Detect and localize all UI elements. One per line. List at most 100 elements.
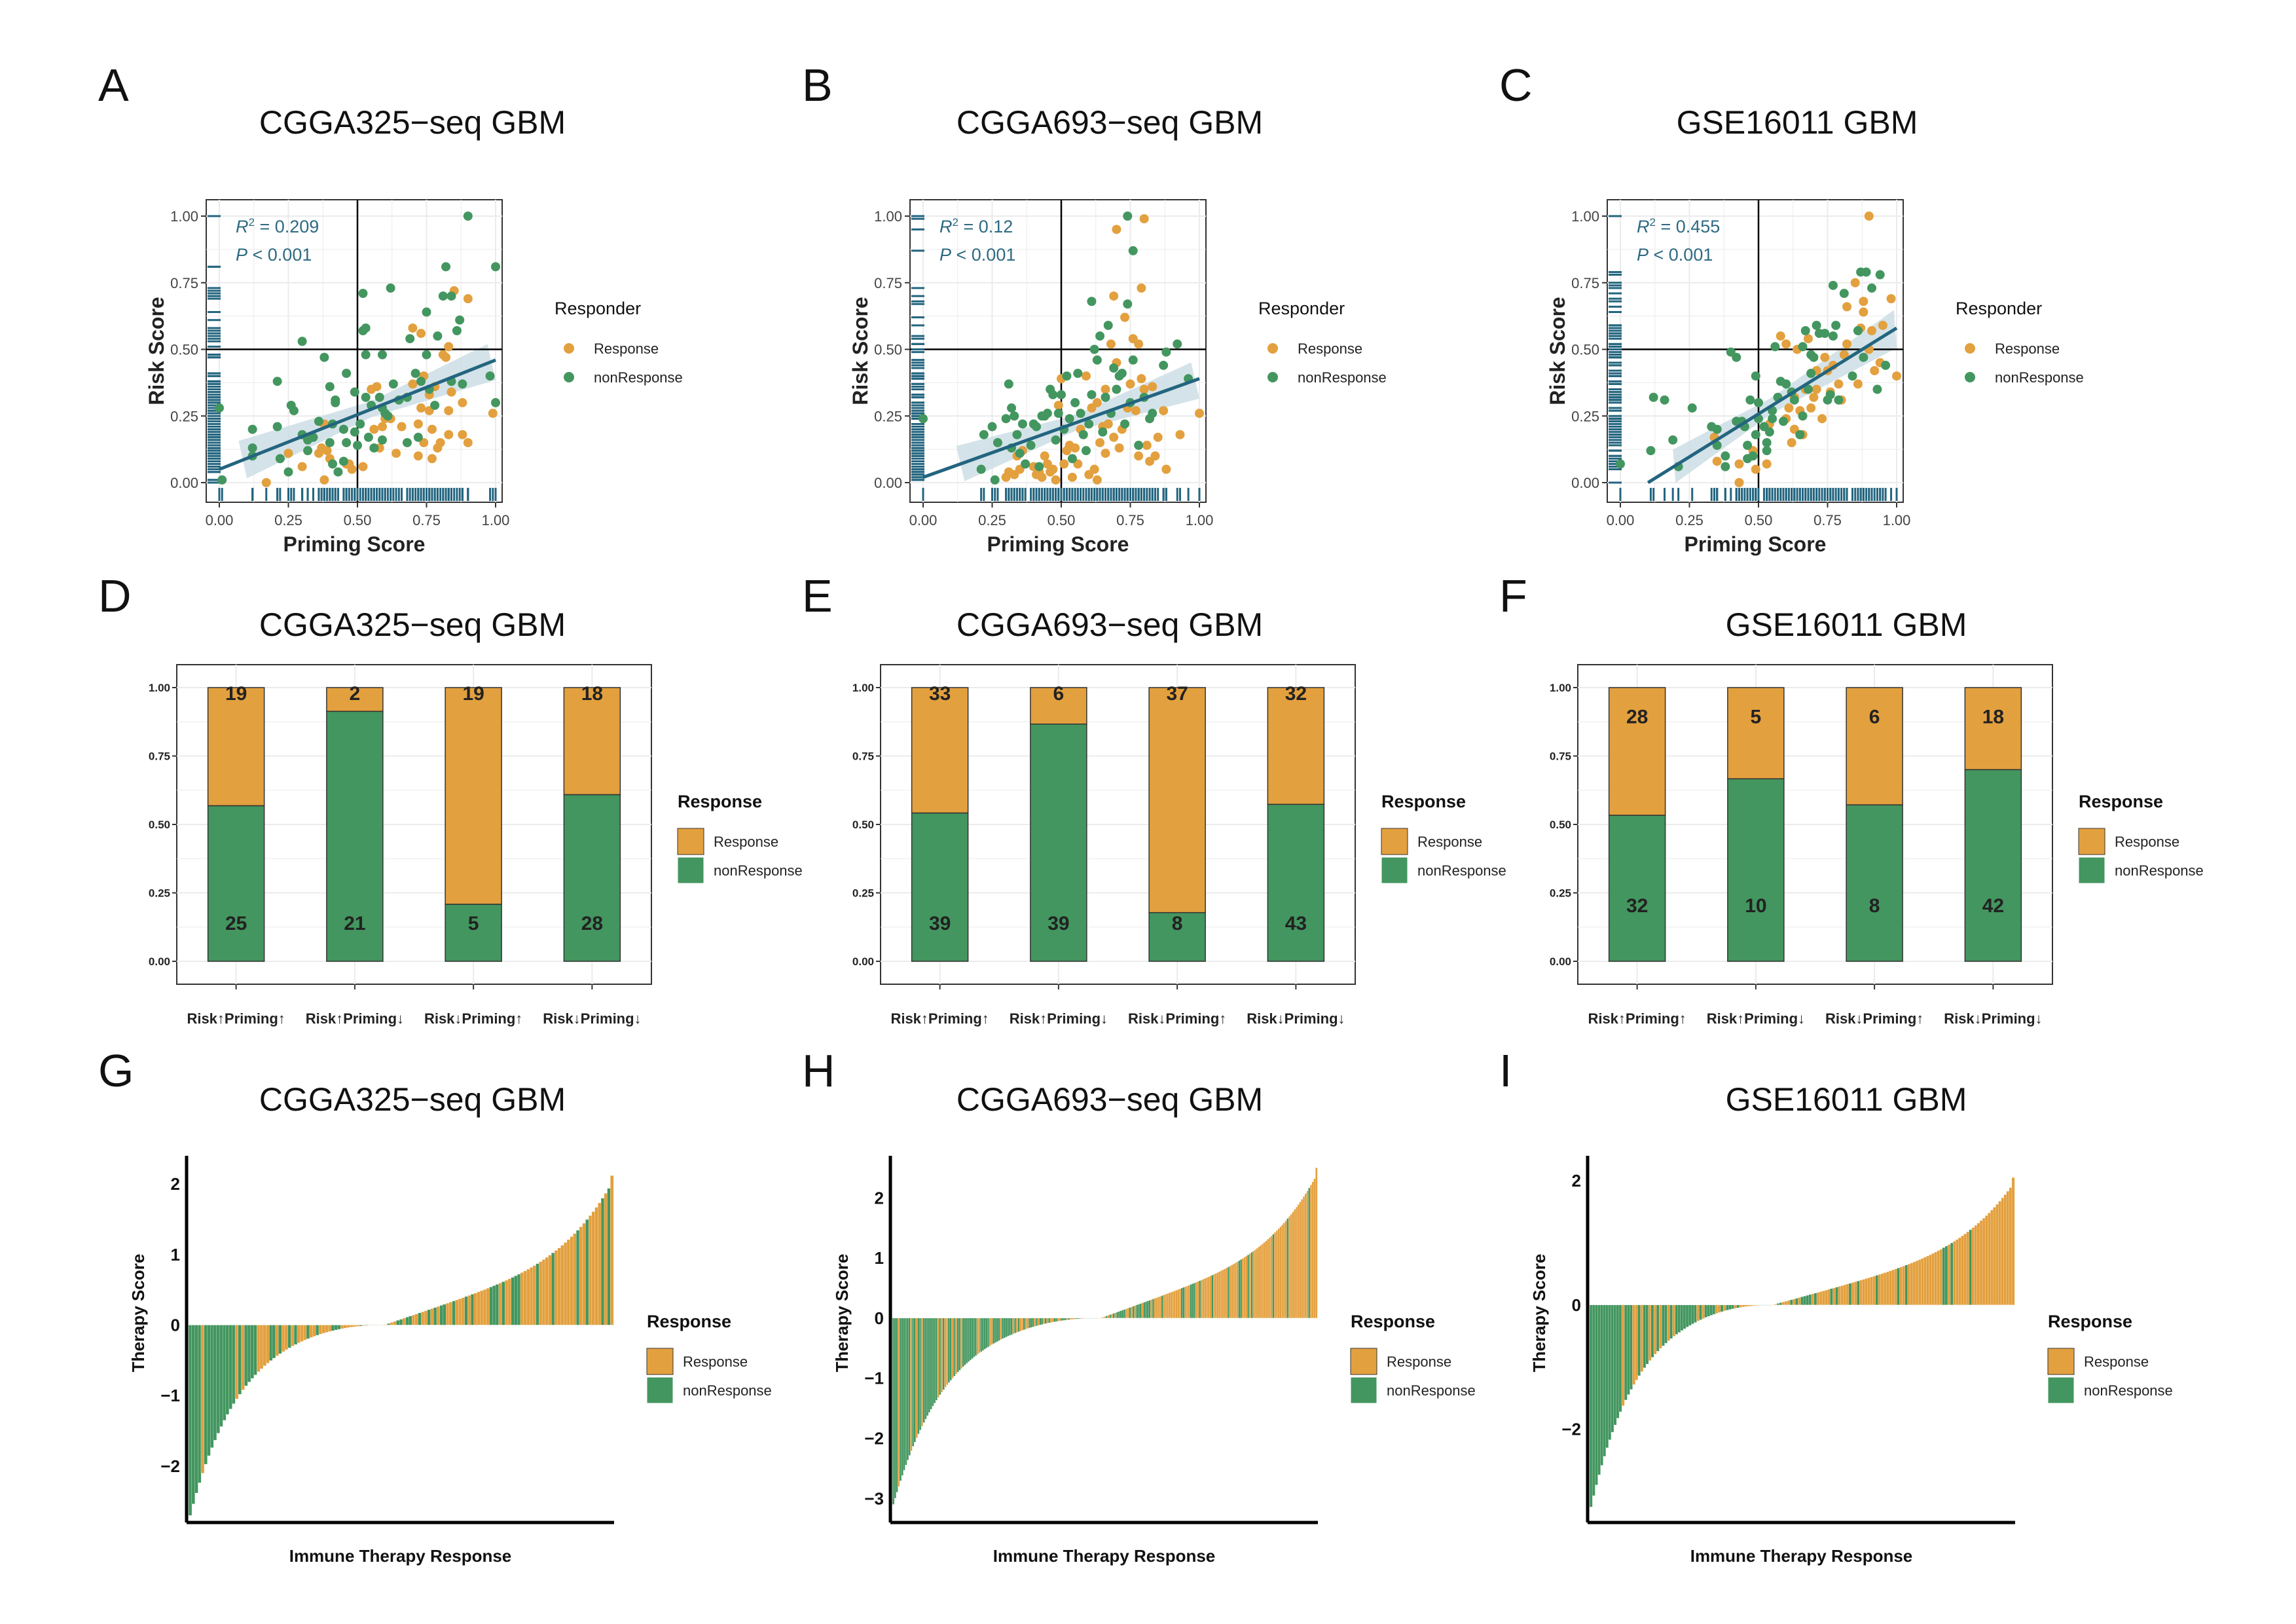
legend-key-response <box>677 828 704 855</box>
point-nonresponse <box>1073 369 1083 378</box>
data-label-response: 32 <box>1285 683 1307 705</box>
waterfall-bar <box>1688 1304 1692 1326</box>
waterfall-bar <box>1041 1318 1044 1325</box>
waterfall-bar <box>1889 1270 1892 1305</box>
point-nonresponse <box>325 437 335 447</box>
waterfall-bar <box>1105 1316 1108 1319</box>
waterfall-bar <box>309 1325 313 1338</box>
panel-label: D <box>98 570 132 621</box>
y-tick-label: 0.25 <box>170 408 198 424</box>
waterfall-bar <box>1281 1225 1284 1319</box>
waterfall-bar <box>1254 1249 1257 1319</box>
data-label-nonresponse: 21 <box>344 913 365 934</box>
point-response <box>261 478 271 487</box>
x-tick-label: Risk↓Priming↑ <box>1128 1010 1226 1027</box>
waterfall-bar <box>1229 1265 1232 1319</box>
waterfall-bar <box>1098 1318 1101 1319</box>
waterfall-bar <box>1062 1318 1065 1321</box>
waterfall-bar <box>1608 1304 1612 1440</box>
legend-title: Responder <box>1956 299 2042 318</box>
y-tick-label: −1 <box>864 1369 884 1388</box>
data-label-nonresponse: 8 <box>1869 895 1880 917</box>
point-nonresponse <box>338 456 348 466</box>
point-nonresponse <box>1853 326 1863 336</box>
point-nonresponse <box>405 334 415 344</box>
waterfall-bar <box>1136 1304 1139 1319</box>
point-nonresponse <box>1148 409 1157 418</box>
point-nonresponse <box>1795 430 1805 439</box>
point-nonresponse <box>1803 384 1813 394</box>
waterfall-bar <box>204 1325 208 1465</box>
waterfall-bar <box>962 1318 964 1367</box>
waterfall-bar <box>328 1325 332 1332</box>
waterfall-bar <box>1231 1264 1233 1319</box>
point-response <box>377 422 387 432</box>
waterfall-bar <box>1157 1297 1160 1319</box>
point-nonresponse <box>1798 411 1808 421</box>
legend-key-response <box>564 343 574 354</box>
data-label-response: 2 <box>350 683 361 705</box>
legend-label: nonResponse <box>594 369 683 386</box>
legend-label: Response <box>683 1354 748 1370</box>
panel-title: GSE16011 GBM <box>1676 104 1918 141</box>
waterfall-bar <box>1197 1281 1199 1319</box>
point-nonresponse <box>1128 246 1138 255</box>
point-response <box>369 424 379 434</box>
waterfall-bar <box>1073 1318 1076 1320</box>
waterfall-bar <box>1707 1304 1711 1317</box>
waterfall-bar <box>1859 1280 1863 1305</box>
waterfall-bar <box>1950 1242 1954 1305</box>
waterfall-bar <box>932 1318 934 1407</box>
legend-key-nonresponse <box>677 857 704 884</box>
waterfall-bar <box>1066 1318 1068 1320</box>
waterfall-bar <box>448 1302 453 1325</box>
y-tick-label: −1 <box>160 1386 180 1405</box>
waterfall-bar <box>1702 1304 1705 1319</box>
point-response <box>1864 212 1874 221</box>
point-response <box>458 397 467 407</box>
y-tick-label: −3 <box>864 1488 884 1508</box>
point-nonresponse <box>319 352 329 362</box>
waterfall-bar <box>1784 1301 1788 1305</box>
point-response <box>1139 214 1149 224</box>
waterfall-bar <box>1313 1178 1316 1319</box>
waterfall-bar <box>443 1304 446 1325</box>
waterfall-bar <box>1613 1304 1617 1426</box>
point-nonresponse <box>1764 427 1774 437</box>
legend-key-nonresponse <box>1965 372 1975 382</box>
y-axis-label: Therapy Score <box>128 1254 148 1373</box>
point-response <box>1859 297 1868 306</box>
waterfall-bar <box>266 1325 270 1363</box>
waterfall-bar <box>2009 1187 2013 1305</box>
waterfall-bar <box>1800 1297 1804 1305</box>
point-nonresponse <box>328 459 338 469</box>
waterfall-bar <box>1640 1304 1644 1372</box>
point-nonresponse <box>1087 390 1097 399</box>
point-response <box>488 409 498 418</box>
waterfall-bar <box>1643 1304 1647 1368</box>
point-nonresponse <box>1809 352 1819 362</box>
waterfall-bar <box>355 1325 359 1327</box>
waterfall-bar <box>1226 1267 1228 1319</box>
waterfall-bar <box>892 1318 895 1505</box>
point-response <box>1867 326 1877 336</box>
waterfall-bar <box>915 1318 918 1439</box>
legend-label: Response <box>1995 341 2060 357</box>
point-nonresponse <box>217 475 227 485</box>
waterfall-bar <box>340 1325 344 1329</box>
x-tick-label: Risk↑Priming↑ <box>1588 1010 1686 1027</box>
waterfall-bar <box>1944 1246 1948 1305</box>
point-response <box>1886 294 1896 304</box>
point-nonresponse <box>331 397 340 407</box>
y-tick-label: −2 <box>160 1456 180 1476</box>
point-response <box>1892 371 1901 381</box>
waterfall-bar <box>1616 1304 1620 1418</box>
waterfall-bar <box>1699 1304 1702 1320</box>
waterfall-bar <box>1109 1314 1112 1319</box>
waterfall-bar <box>947 1318 951 1383</box>
waterfall-bar <box>922 1318 925 1423</box>
waterfall-bar <box>402 1318 407 1325</box>
waterfall-bar <box>1848 1283 1852 1305</box>
waterfall-bar <box>1618 1304 1622 1412</box>
point-response <box>1112 225 1121 234</box>
